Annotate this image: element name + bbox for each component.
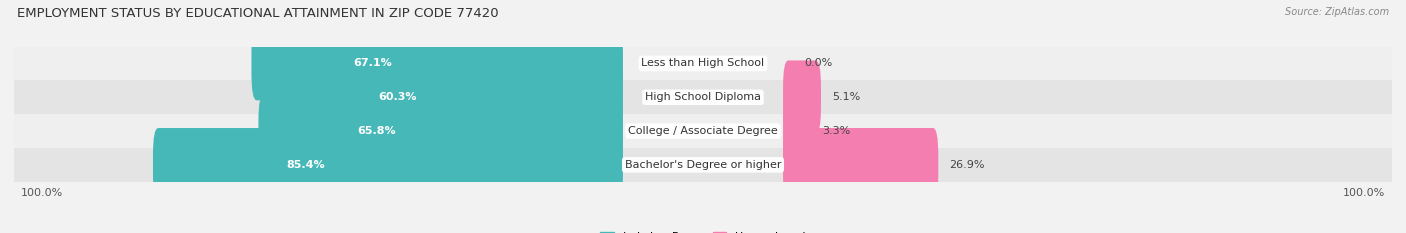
Text: 3.3%: 3.3% [823,126,851,136]
FancyBboxPatch shape [14,114,1392,148]
FancyBboxPatch shape [783,94,811,168]
Text: 65.8%: 65.8% [357,126,396,136]
FancyBboxPatch shape [288,60,623,134]
Text: Bachelor's Degree or higher: Bachelor's Degree or higher [624,160,782,170]
Text: College / Associate Degree: College / Associate Degree [628,126,778,136]
FancyBboxPatch shape [783,60,821,134]
Text: Less than High School: Less than High School [641,58,765,69]
FancyBboxPatch shape [14,47,1392,80]
Text: 0.0%: 0.0% [804,58,832,69]
Text: 85.4%: 85.4% [285,160,325,170]
Text: 100.0%: 100.0% [21,188,63,198]
Text: 100.0%: 100.0% [1343,188,1385,198]
FancyBboxPatch shape [153,128,623,202]
Text: Source: ZipAtlas.com: Source: ZipAtlas.com [1285,7,1389,17]
Text: 5.1%: 5.1% [832,92,860,102]
Text: 60.3%: 60.3% [378,92,416,102]
FancyBboxPatch shape [259,94,623,168]
Text: 26.9%: 26.9% [949,160,986,170]
Text: High School Diploma: High School Diploma [645,92,761,102]
Text: 67.1%: 67.1% [353,58,392,69]
FancyBboxPatch shape [252,27,623,100]
FancyBboxPatch shape [14,148,1392,182]
FancyBboxPatch shape [783,128,938,202]
Text: EMPLOYMENT STATUS BY EDUCATIONAL ATTAINMENT IN ZIP CODE 77420: EMPLOYMENT STATUS BY EDUCATIONAL ATTAINM… [17,7,499,20]
FancyBboxPatch shape [14,80,1392,114]
Legend: In Labor Force, Unemployed: In Labor Force, Unemployed [596,227,810,233]
